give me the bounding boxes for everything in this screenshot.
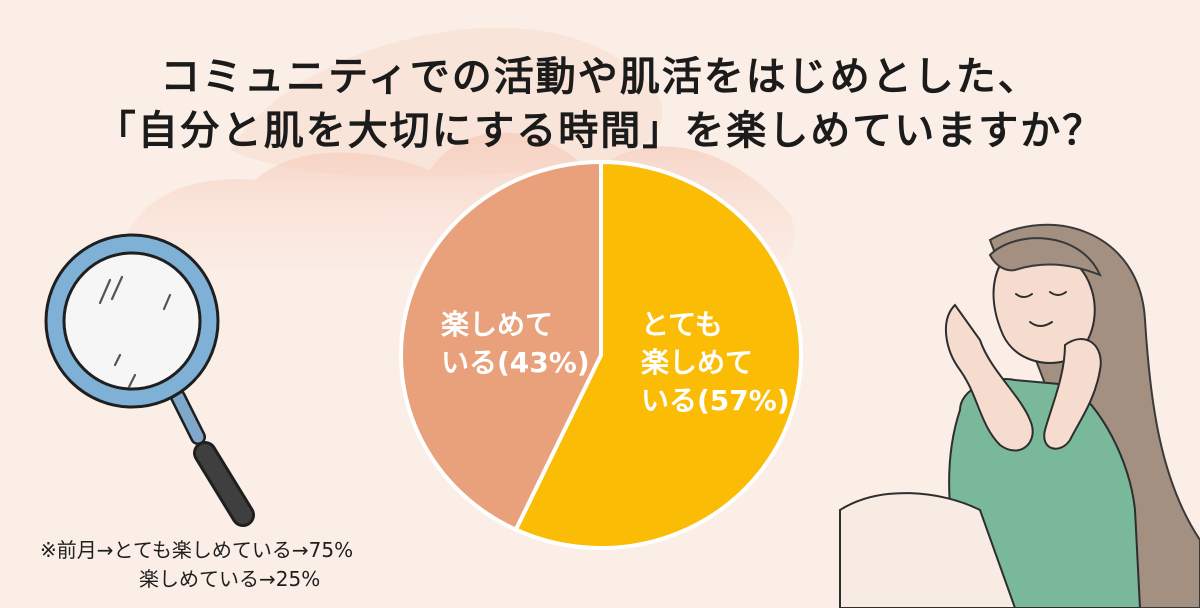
magnifier-icon — [44, 233, 255, 527]
pie-slice-enjoying — [399, 160, 603, 532]
previous-month-note-line-2: 楽しめている→25% — [139, 567, 321, 591]
slice-label-line: いる(43%) — [441, 346, 590, 379]
slice-label-line: いる(57%) — [641, 384, 790, 417]
title-line-1: コミュニティでの活動や肌活をはじめとした、 — [160, 54, 1040, 100]
slice-label-very-enjoying: とても 楽しめて いる(57%) — [641, 306, 790, 420]
pie-slice-very-enjoying — [513, 160, 803, 550]
relaxed-woman-illustration — [839, 223, 1200, 608]
slice-label-line: 楽しめて — [641, 346, 754, 379]
slice-label-enjoying: 楽しめて いる(43%) — [441, 306, 590, 382]
slice-label-line: 楽しめて — [441, 308, 554, 341]
pie-chart — [399, 160, 803, 550]
slice-label-line: とても — [641, 308, 723, 341]
previous-month-note-line-1: ※前月→とても楽しめている→75% — [40, 538, 354, 562]
title-line-2: 「自分と肌を大切にする時間」を楽しめていますか？ — [95, 108, 1105, 154]
